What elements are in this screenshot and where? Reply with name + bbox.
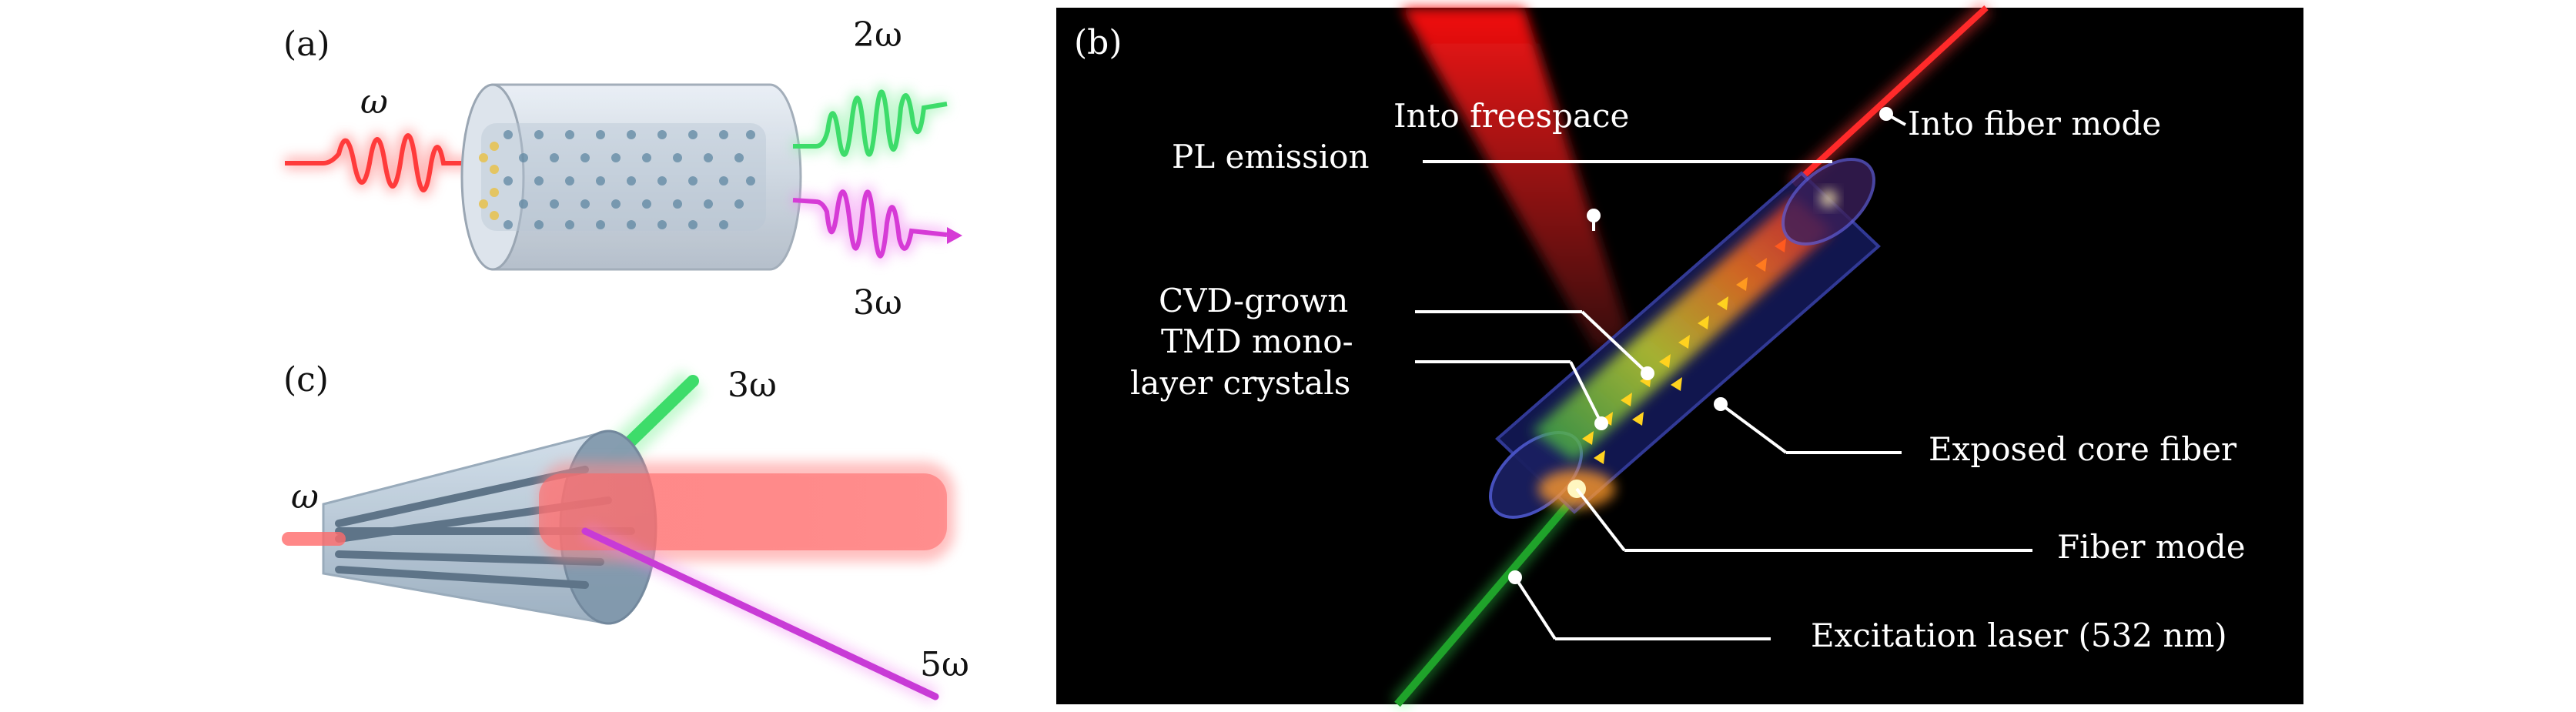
panel-c-output-3w: 3ω: [728, 366, 777, 405]
input-red-wave: [285, 133, 477, 192]
panel-c-input-frequency: ω: [291, 477, 319, 516]
label-pl-emission: PL emission: [1172, 138, 1370, 175]
annotation-leader-lines: [1415, 112, 2032, 640]
label-excitation-laser: Excitation laser (532 nm): [1811, 617, 2227, 654]
panel-c-fundamental-beam: [539, 473, 947, 550]
fiber-output-spot: [1821, 191, 1836, 206]
label-cvd-line2: TMD mono-: [1161, 323, 1353, 360]
panel-c: (c) ω 3ω 5ω: [282, 360, 969, 704]
panel-a: (a) ω 2ω 3ω: [283, 15, 962, 323]
excitation-laser-beam: [1394, 490, 1581, 707]
annotation-dots: [1508, 107, 1893, 584]
panel-a-label: (a): [283, 25, 330, 64]
panel-a-output-3w: 3ω: [853, 283, 902, 323]
nanotube-lattice: [479, 123, 766, 231]
output-3w-arrowhead: [947, 227, 962, 244]
output-2w-wave: [793, 89, 948, 157]
label-exposed-core-fiber: Exposed core fiber: [1929, 430, 2237, 468]
freespace-emission-cone: [1401, 8, 1628, 354]
label-into-fiber-mode: Into fiber mode: [1908, 105, 2161, 142]
fiber-output-beam: [1791, 5, 1989, 187]
label-into-freespace: Into freespace: [1393, 97, 1629, 135]
panel-c-5w-beam: [581, 527, 939, 700]
panel-b: (b) Into freespace PL emission Into fibe…: [1056, 2, 2303, 710]
panel-a-output-2w: 2ω: [853, 15, 902, 55]
output-3w-wave: [792, 189, 948, 259]
label-fiber-mode: Fiber mode: [2057, 528, 2246, 566]
panel-c-output-5w: 5ω: [920, 645, 969, 684]
label-cvd-line3: layer crystals: [1130, 364, 1350, 402]
panel-c-label: (c): [283, 360, 329, 399]
label-cvd-line1: CVD-grown: [1159, 282, 1348, 319]
panel-a-input-frequency: ω: [360, 82, 388, 122]
panel-b-label: (b): [1074, 23, 1122, 62]
